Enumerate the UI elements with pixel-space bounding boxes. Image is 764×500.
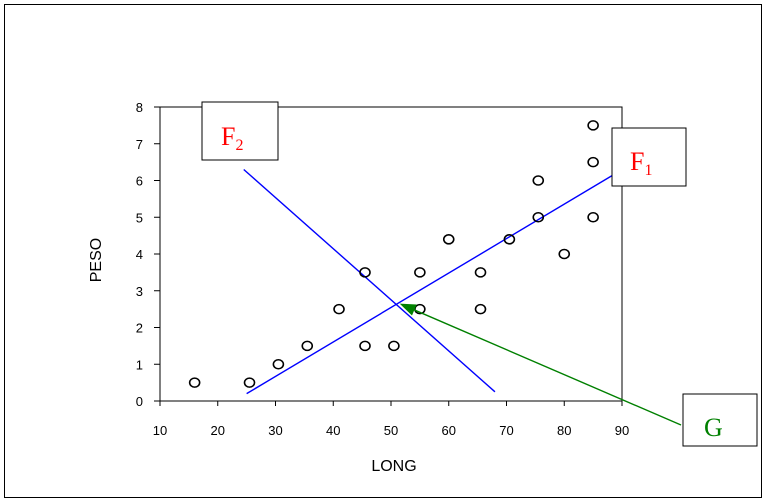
data-point (587, 156, 599, 168)
x-tick-label: 80 (557, 423, 571, 438)
x-tick-label: 10 (153, 423, 167, 438)
data-point (333, 303, 345, 315)
centroid-arrow (399, 303, 682, 426)
axis-ticks: 10 20 30 40 50 60 70 80 90 0 1 2 3 4 5 6 7 8 (136, 100, 629, 438)
centroid-arrow-head (399, 303, 417, 316)
data-point (359, 340, 371, 352)
y-tick-label: 6 (136, 174, 143, 189)
data-point (532, 211, 545, 223)
g-label: G (704, 413, 723, 442)
outer-border (4, 4, 762, 498)
y-axis-label: PESO (88, 238, 105, 282)
data-point (503, 234, 516, 245)
factor-line-f2 (243, 168, 496, 393)
f1-label-sub: 1 (644, 162, 652, 179)
data-point (442, 234, 455, 245)
x-tick-label: 60 (442, 423, 456, 438)
data-point (474, 303, 487, 315)
y-tick-label: 7 (136, 137, 143, 152)
data-point (388, 340, 400, 352)
x-tick-label: 50 (384, 423, 398, 438)
data-point (301, 340, 314, 352)
data-point (414, 303, 426, 315)
y-tick-label: 8 (136, 100, 143, 115)
f1-label-main: F (630, 147, 644, 176)
label-box-f2: F2 (201, 101, 279, 161)
data-point (243, 377, 256, 388)
svg-text:F1: F1 (630, 147, 652, 179)
y-tick-label: 1 (136, 357, 143, 372)
data-point (532, 175, 545, 186)
x-axis-label: LONG (371, 458, 416, 475)
data-point (587, 211, 599, 223)
label-box-f1: F1 (611, 127, 687, 187)
data-point (188, 377, 201, 388)
svg-text:F2: F2 (221, 122, 243, 154)
factor-line-f1 (246, 172, 617, 395)
y-tick-label: 0 (136, 394, 143, 409)
data-point (359, 267, 371, 278)
data-point (587, 120, 599, 131)
y-tick-label: 4 (136, 247, 143, 262)
data-point (272, 358, 285, 370)
x-tick-label: 20 (211, 423, 225, 438)
label-box-g: G (682, 393, 758, 447)
data-point (414, 267, 426, 278)
x-tick-label: 30 (268, 423, 282, 438)
f2-label-sub: 2 (235, 137, 243, 154)
factor-lines (243, 168, 617, 395)
x-tick-label: 90 (615, 423, 629, 438)
y-tick-label: 5 (136, 210, 143, 225)
centroid-arrow-shaft (414, 309, 682, 426)
f2-label-main: F (221, 122, 235, 151)
x-tick-label: 70 (499, 423, 513, 438)
x-tick-label: 40 (326, 423, 340, 438)
data-point (558, 248, 571, 260)
y-tick-label: 2 (136, 321, 143, 336)
y-tick-label: 3 (136, 284, 143, 299)
data-points (188, 120, 599, 388)
data-point (474, 267, 487, 278)
